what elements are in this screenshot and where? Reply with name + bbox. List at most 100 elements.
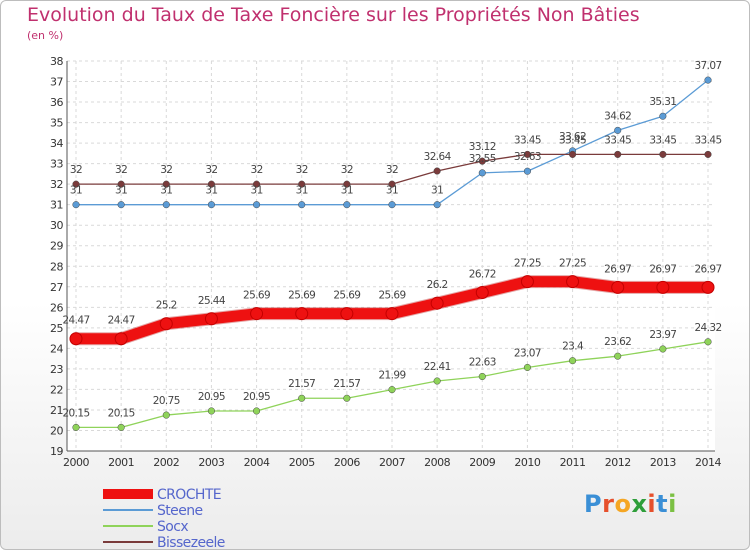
y-tick-label: 34 (50, 137, 63, 150)
x-tick-label: 2004 (244, 456, 270, 469)
data-point (72, 180, 80, 188)
data-point (162, 411, 170, 419)
data-label: 33.45 (559, 134, 586, 146)
data-label: 23.07 (514, 347, 541, 359)
data-label: 25.69 (333, 290, 360, 302)
y-tick-label: 26 (50, 301, 63, 314)
data-label: 27.25 (559, 258, 586, 270)
y-tick-label: 20 (50, 424, 63, 437)
y-tick-label: 23 (50, 363, 63, 376)
y-tick-label: 22 (50, 383, 63, 396)
data-label: 21.99 (378, 370, 405, 382)
data-label: 23.4 (562, 341, 584, 353)
data-label: 23.62 (604, 336, 631, 348)
y-tick-label: 33 (50, 158, 63, 171)
data-point (614, 150, 622, 158)
x-tick-label: 2009 (469, 456, 495, 469)
data-label: 32 (386, 164, 398, 176)
data-point (614, 352, 622, 360)
y-tick-label: 35 (50, 117, 63, 130)
data-point (72, 201, 80, 209)
data-label: 26.97 (694, 263, 721, 275)
data-label: 26.72 (469, 269, 496, 281)
data-point (162, 201, 170, 209)
data-point (162, 180, 170, 188)
y-tick-label: 32 (50, 178, 63, 191)
y-tick-label: 30 (50, 219, 63, 232)
data-label: 20.15 (108, 407, 135, 419)
data-point (253, 407, 261, 415)
data-label: 25.69 (288, 290, 315, 302)
data-label: 32 (205, 164, 217, 176)
data-label: 35.31 (649, 96, 676, 108)
y-tick-label: 36 (50, 96, 63, 109)
data-label: 27.25 (514, 258, 541, 270)
data-label: 32 (250, 164, 262, 176)
data-point (298, 180, 306, 188)
data-point (659, 150, 667, 158)
data-label: 33.62 (559, 131, 586, 143)
data-label: 31 (296, 185, 308, 197)
data-label: 32.63 (514, 151, 541, 163)
data-label: 26.97 (604, 263, 631, 275)
y-tick-label: 25 (50, 322, 63, 335)
y-tick-label: 27 (50, 281, 63, 294)
data-point (298, 394, 306, 402)
data-point (340, 307, 354, 321)
y-tick-label: 28 (50, 260, 63, 273)
data-point (659, 345, 667, 353)
data-label: 22.63 (469, 356, 496, 368)
data-point (433, 167, 441, 175)
data-label: 32.64 (424, 151, 452, 163)
data-point (343, 394, 351, 402)
data-point (388, 386, 396, 394)
data-label: 31 (115, 185, 127, 197)
data-label: 33.12 (469, 141, 496, 153)
data-point (569, 150, 577, 158)
x-tick-label: 2008 (424, 456, 450, 469)
data-point (659, 112, 667, 120)
data-point (614, 126, 622, 134)
x-tick-label: 2014 (695, 456, 721, 469)
data-point (117, 180, 125, 188)
x-tick-label: 2005 (289, 456, 315, 469)
logo-letter: r (602, 490, 615, 518)
data-label: 25.44 (198, 295, 226, 307)
x-tick-label: 2013 (650, 456, 676, 469)
x-tick-label: 2012 (605, 456, 631, 469)
data-point (295, 307, 309, 321)
data-point (69, 332, 83, 346)
data-label: 32.55 (469, 153, 496, 165)
data-label: 25.2 (156, 300, 177, 312)
data-label: 20.75 (153, 395, 180, 407)
data-label: 31 (341, 185, 353, 197)
data-point (253, 201, 261, 209)
data-label: 23.97 (649, 329, 676, 341)
x-tick-label: 2003 (198, 456, 224, 469)
y-tick-label: 37 (50, 76, 63, 89)
chart-title: Evolution du Taux de Taxe Foncière sur l… (27, 4, 640, 26)
data-point (207, 407, 215, 415)
data-point (433, 201, 441, 209)
logo-letter: x (631, 490, 648, 518)
data-label: 25.69 (243, 290, 270, 302)
proxiti-logo: Proxiti (584, 490, 677, 518)
data-point (253, 180, 261, 188)
logo-letter: o (614, 490, 632, 518)
x-tick-label: 2007 (379, 456, 405, 469)
data-point (656, 280, 670, 294)
y-tick-label: 21 (50, 404, 63, 417)
data-point (475, 286, 489, 300)
data-label: 31 (431, 185, 443, 197)
logo-letter: i (647, 490, 657, 518)
data-label: 32 (296, 164, 308, 176)
data-point (159, 317, 173, 331)
data-label: 20.15 (62, 407, 89, 419)
data-label: 31 (160, 185, 172, 197)
data-point (704, 338, 712, 346)
x-tick-label: 2002 (153, 456, 179, 469)
data-label: 24.32 (694, 322, 721, 334)
data-label: 31 (386, 185, 398, 197)
data-label: 37.07 (694, 60, 721, 72)
plot-area (67, 61, 715, 451)
